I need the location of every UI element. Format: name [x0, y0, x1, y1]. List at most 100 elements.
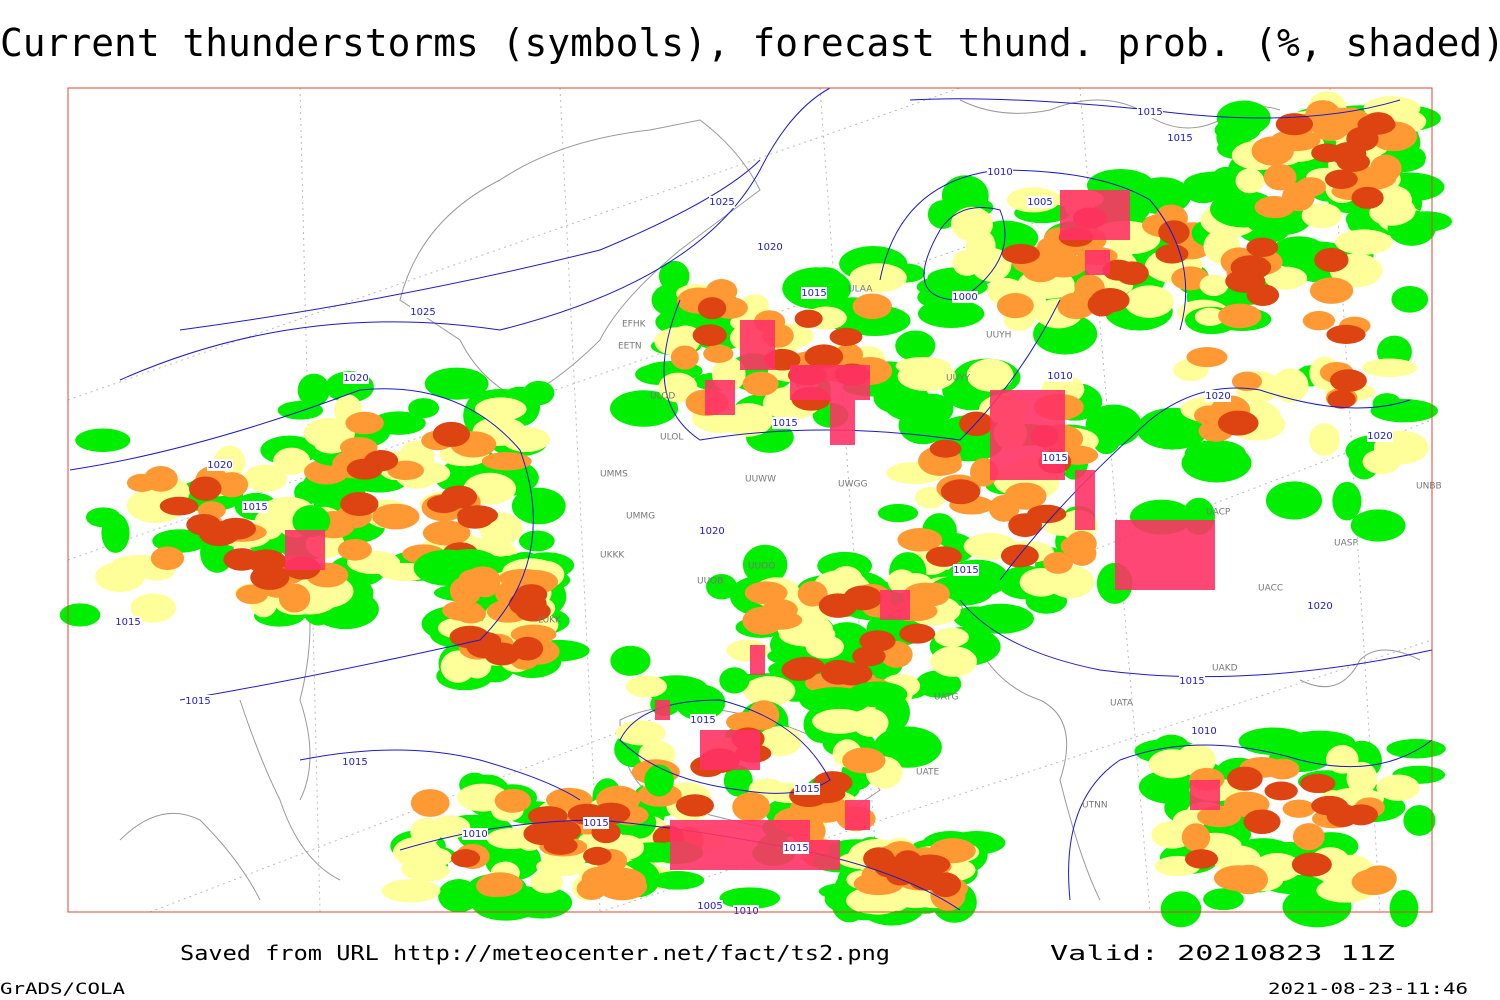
shade-cell: [742, 544, 788, 585]
grid-lines: [67, 87, 1433, 913]
isobar-label-bg: [185, 695, 211, 707]
map-labels: 1015 1015 1010 1005 1025 1020 1015 1000 1025 1020…: [115, 106, 1442, 917]
isobar-label: 1015: [1167, 133, 1192, 144]
storm-symbol: [810, 840, 840, 870]
shade-cell: [877, 503, 919, 523]
isobar: [923, 207, 1006, 301]
shade-cell: [820, 659, 857, 685]
shade-cell: [1372, 393, 1402, 415]
valid-time: Valid: 20210823 11Z: [1050, 941, 1395, 965]
isobar-label: 1015: [1137, 107, 1162, 118]
shade-cell: [1254, 195, 1295, 219]
isobar-label-bg: [697, 900, 723, 912]
shade-cell: [1334, 229, 1393, 255]
shade-cell: [829, 327, 863, 346]
station-code: UWGG: [838, 480, 867, 490]
isobar-label-bg: [583, 817, 609, 829]
shade-cell: [1000, 544, 1039, 568]
shade-cell: [732, 792, 771, 822]
storm-symbol: [830, 400, 855, 445]
shade-cell: [794, 309, 823, 328]
graticule: [67, 87, 1433, 913]
map-frame: 1015 1015 1010 1005 1025 1020 1015 1000 1025 1020…: [59, 87, 1452, 928]
isobar-label: 1020: [1307, 601, 1332, 612]
shade-cell: [1346, 126, 1379, 152]
shade-cell: [150, 546, 185, 571]
isobar-label: 1015: [583, 818, 608, 829]
shade-cell: [1087, 292, 1117, 317]
shade-cell: [807, 267, 843, 290]
storm-symbol: [740, 320, 775, 370]
station-code: UTNN: [1082, 801, 1108, 811]
shade-cell: [345, 411, 384, 435]
shade-cell: [898, 406, 948, 445]
shade-cell: [616, 720, 666, 746]
shade-cell: [966, 358, 1014, 392]
isobar-label: 1020: [699, 526, 724, 537]
storm-symbol: [1115, 520, 1215, 590]
station-code: UMMS: [600, 470, 628, 480]
shade-cell: [455, 604, 487, 624]
shade-cell: [940, 479, 981, 505]
shade-cell: [294, 480, 323, 505]
shade-cell: [852, 646, 886, 667]
storm-symbol: [705, 380, 735, 415]
shade-cell: [706, 573, 738, 600]
shade-cell: [719, 887, 781, 910]
shade-cell: [422, 520, 471, 546]
storm-symbol: [990, 390, 1065, 480]
thunderstorm-symbols: [285, 190, 1220, 870]
isobar-label: 1015: [801, 288, 826, 299]
shade-cell: [644, 764, 674, 797]
isobar: [69, 388, 534, 701]
isobar-label-bg: [801, 287, 827, 299]
isobar-label-bg: [1027, 196, 1053, 208]
isobar-label-bg: [1179, 675, 1205, 687]
shade-cell: [1148, 749, 1197, 779]
software: GrADS/COLA: [0, 979, 125, 998]
isobar-label-bg: [772, 417, 798, 429]
shade-cell: [536, 857, 587, 877]
shade-cell: [1391, 286, 1429, 313]
shade-cell: [1311, 143, 1343, 163]
source-url: Saved from URL http://meteocenter.net/fa…: [180, 941, 890, 965]
title: Current thunderstorms (symbols), forecas…: [0, 21, 1500, 65]
shade-cell: [725, 711, 766, 733]
shade-cell: [915, 670, 962, 698]
shade-cell: [477, 872, 523, 897]
isobar-label: 1015: [342, 757, 367, 768]
shade-cell: [1228, 864, 1269, 895]
isobar-label-bg: [207, 459, 233, 471]
shade-cell: [1346, 761, 1378, 795]
isobar: [179, 159, 761, 331]
shade-cell: [1264, 266, 1308, 290]
isobar-label: 1010: [1047, 371, 1072, 382]
isobar-label-bg: [953, 564, 979, 576]
station-code: UATA: [1110, 699, 1134, 709]
shade-cell: [143, 466, 178, 492]
shade-cell: [625, 675, 667, 698]
shade-cell: [785, 656, 825, 676]
shade-cell: [508, 591, 547, 617]
station-code: EETN: [618, 342, 642, 352]
shade-cell: [1057, 292, 1096, 320]
shade-cell: [929, 872, 962, 898]
shade-cell: [719, 667, 750, 694]
shade-cell: [1184, 439, 1247, 468]
isobar-label: 1020: [1205, 391, 1230, 402]
shade-cell: [1350, 509, 1406, 542]
shade-cell: [484, 642, 520, 666]
shade-cell: [1263, 164, 1297, 191]
shade-cell: [337, 538, 372, 561]
shade-cell: [742, 606, 784, 635]
isobar-label: 1015: [783, 843, 808, 854]
storm-symbol: [790, 365, 870, 400]
shade-cell: [1332, 481, 1362, 521]
shade-cell: [340, 491, 379, 517]
storm-symbol: [655, 700, 670, 720]
shade-cell: [130, 593, 176, 623]
isobar-label-bg: [410, 306, 436, 318]
shade-cell: [1362, 358, 1418, 378]
shade-cell: [925, 546, 962, 567]
shade-cell: [818, 593, 858, 618]
